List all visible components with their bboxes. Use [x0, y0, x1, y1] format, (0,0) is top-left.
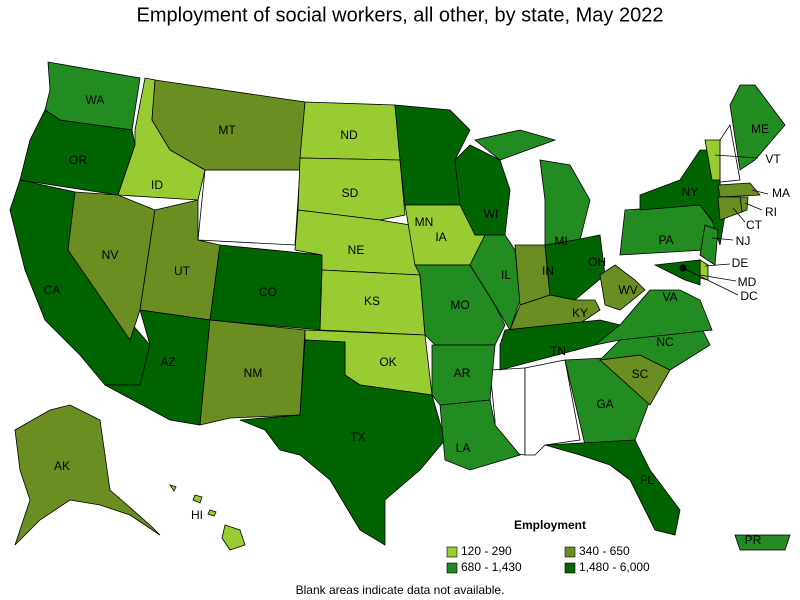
states: [9, 61, 791, 551]
state-shape: [474, 129, 557, 161]
state-label: NY: [682, 185, 699, 199]
state-label: GA: [596, 397, 613, 411]
state-shape: [439, 399, 521, 471]
state-shape: [599, 264, 646, 311]
state-label: PA: [658, 233, 673, 247]
state-shape: [199, 319, 306, 426]
legend-swatch: [446, 546, 458, 558]
state-shape: [639, 149, 726, 246]
state-label: AK: [54, 459, 70, 473]
state-label: IL: [501, 268, 511, 282]
state-label: ND: [340, 128, 358, 142]
state-label: NJ: [736, 234, 751, 248]
state-label: MI: [554, 234, 567, 248]
state-label: IN: [542, 264, 554, 278]
state-shape: [169, 484, 177, 492]
legend-label: 680 - 1,430: [461, 560, 522, 574]
state-label: PR: [745, 533, 762, 547]
state-shape: [239, 339, 446, 546]
map-title: Employment of social workers, all other,…: [137, 4, 664, 26]
state-label: HI: [191, 508, 203, 522]
state-label: MN: [415, 215, 434, 229]
state-label: NM: [244, 366, 263, 380]
state-shape: [734, 534, 791, 551]
state-label: FL: [640, 473, 654, 487]
state-shape: [544, 439, 681, 536]
legend: 120 - 290 340 - 650 680 - 1,430 1,480 - 6,0…: [446, 544, 650, 574]
state-label: WA: [86, 93, 105, 107]
state-label: WV: [618, 283, 637, 297]
state-label: CA: [44, 283, 61, 297]
state-label: UT: [174, 264, 191, 278]
state-label: SD: [342, 186, 359, 200]
legend-label: 340 - 650: [579, 544, 630, 558]
state-label: NV: [102, 248, 119, 262]
leader-line: [751, 189, 769, 195]
state-label: NC: [656, 335, 674, 349]
legend-swatch: [446, 562, 458, 574]
state-label: DE: [732, 256, 749, 270]
state-label: MA: [772, 186, 790, 200]
state-shape: [704, 139, 721, 181]
state-label: MO: [450, 298, 469, 312]
state-label: KS: [364, 294, 380, 308]
state-label: AZ: [160, 355, 175, 369]
leader-line: [744, 202, 763, 211]
state-shape: [619, 204, 716, 256]
state-label: LA: [456, 441, 471, 455]
state-label: NE: [348, 243, 365, 257]
legend-label: 1,480 - 6,000: [579, 560, 650, 574]
state-label: MD: [738, 275, 757, 289]
leader-line: [711, 237, 734, 241]
state-shape: [454, 144, 511, 236]
state-label: MT: [218, 123, 236, 137]
state-label: TX: [350, 430, 365, 444]
state-label: RI: [765, 205, 777, 219]
leader-line: [714, 154, 759, 159]
state-shape: [717, 182, 761, 198]
state-shape: [297, 157, 406, 221]
state-label: AR: [454, 366, 471, 380]
state-label: SC: [632, 367, 649, 381]
state-label: ID: [151, 178, 163, 192]
leader-line: [699, 274, 737, 282]
state-label: CO: [259, 285, 277, 299]
state-shape: [197, 169, 301, 246]
state-label: OH: [588, 255, 606, 269]
state-label: CT: [746, 218, 763, 232]
state-shape: [192, 494, 203, 504]
legend-label: 120 - 290: [461, 544, 512, 558]
state-shape: [14, 404, 161, 546]
note: Blank areas indicate data not available.: [296, 583, 505, 597]
state-shape: [653, 259, 701, 286]
legend-swatch: [564, 546, 576, 558]
no-data-states: [197, 123, 741, 456]
state-label: OR: [69, 153, 87, 167]
state-label: TN: [550, 344, 566, 358]
state-label: ME: [751, 122, 769, 136]
state-label: WI: [484, 207, 499, 221]
leader-line: [732, 207, 746, 223]
state-shape: [564, 357, 651, 446]
state-shape: [717, 196, 743, 221]
state-label: OK: [379, 355, 396, 369]
state-shape: [729, 84, 786, 171]
state-label: DC: [740, 289, 758, 303]
state-label: VT: [765, 152, 781, 166]
state-label: KY: [572, 306, 588, 320]
leader-line: [704, 263, 731, 267]
legend-swatch: [564, 562, 576, 574]
state-shape: [207, 509, 217, 517]
state-label: IA: [435, 230, 446, 244]
state-shape: [594, 289, 713, 346]
legend-title: Employment: [514, 518, 586, 532]
state-shape: [221, 524, 246, 551]
state-label: VA: [662, 290, 677, 304]
leader-line: [682, 267, 739, 296]
state-shape: [539, 159, 591, 246]
